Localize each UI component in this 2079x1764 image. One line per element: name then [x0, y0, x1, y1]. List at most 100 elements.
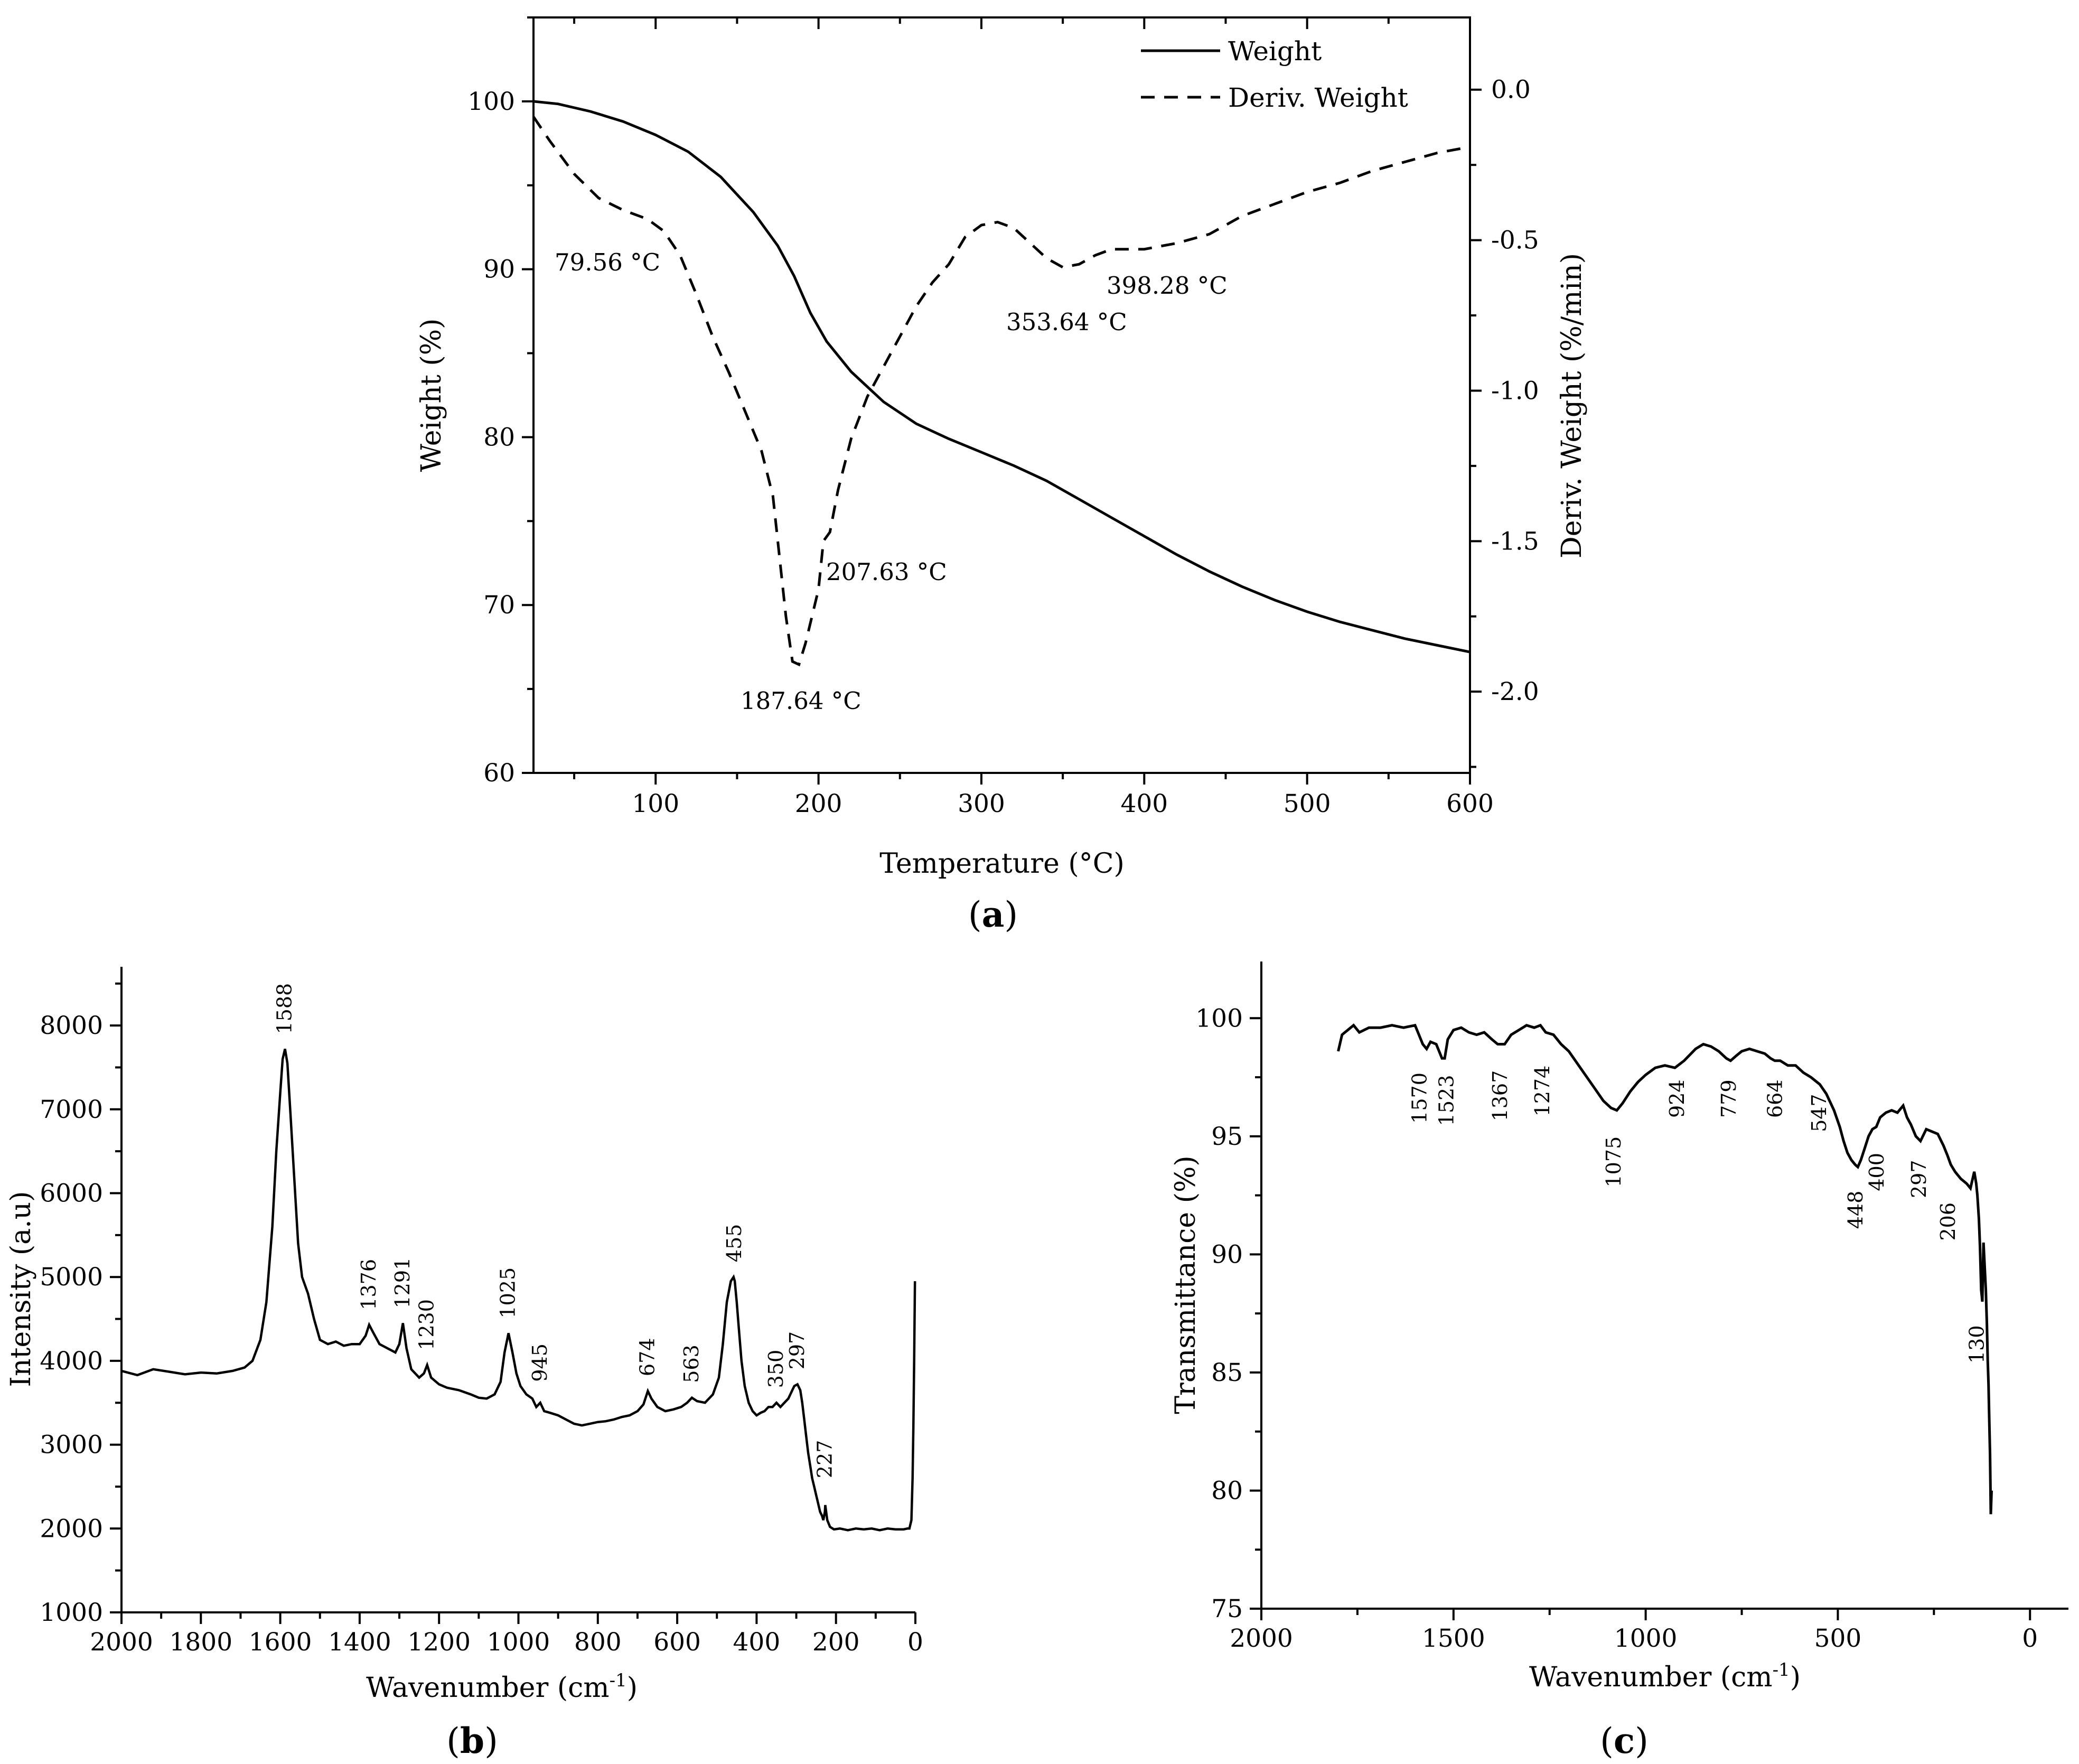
x-tick-label: 2000 [90, 1628, 153, 1657]
peak-label: 1523 [1435, 1075, 1458, 1126]
peak-label: 455 [723, 1224, 746, 1263]
panel-b-x-axis-label: Wavenumber (cm-1) [366, 1670, 638, 1704]
peak-label: 563 [680, 1345, 703, 1383]
y-tick-label: 1000 [40, 1598, 103, 1627]
peak-label: 1230 [415, 1299, 438, 1350]
panel-c-x-axis-label: Wavenumber (cm-1) [1529, 1659, 1801, 1693]
panel-b-caption: (b) [446, 1720, 498, 1761]
panel-b-x-tick-labels: 2000 1800 1600 1400 1200 1000 800 600 400 200 0 [90, 1628, 923, 1657]
peak-label: 664 [1763, 1080, 1786, 1118]
peak-label: 1075 [1602, 1136, 1625, 1188]
x-tick-label: 500 [1284, 789, 1331, 818]
panel-a-plot-frame [532, 16, 1471, 774]
panel-a-caption: (a) [968, 894, 1018, 935]
x-tick-label: 600 [653, 1628, 701, 1657]
x-tick-label: 100 [632, 789, 679, 818]
panel-a-y2-axis-label: Deriv. Weight (%/min) [1556, 253, 1588, 558]
x-tick-label: 1200 [407, 1628, 471, 1657]
peak-label: 1376 [357, 1259, 380, 1310]
legend-weight-label: Weight [1228, 36, 1322, 67]
x-tick-label: 1400 [328, 1628, 391, 1657]
x-tick-label: 2000 [1230, 1624, 1293, 1653]
y2-tick-label: 0.0 [1491, 76, 1531, 105]
y-tick-label: 75 [1211, 1594, 1243, 1623]
annotation-398-28: 398.28 °C [1107, 272, 1228, 300]
peak-label: 206 [1936, 1202, 1960, 1241]
panel-c-ticks [1250, 1017, 2031, 1620]
panel-b-y-tick-labels: 1000 2000 3000 4000 5000 6000 7000 8000 [40, 1011, 103, 1627]
peak-label: 297 [1907, 1160, 1931, 1199]
panel-b-raman-line [121, 1048, 916, 1532]
y-tick-label: 8000 [40, 1011, 103, 1040]
x-tick-label: 400 [733, 1628, 781, 1657]
y-tick-label: 4000 [40, 1347, 103, 1376]
y-tick-label: 100 [467, 87, 515, 116]
panel-c-caption: (c) [1600, 1720, 1649, 1761]
y-tick-label: 2000 [40, 1514, 103, 1543]
y-tick-label: 80 [1211, 1476, 1243, 1505]
legend-deriv-label: Deriv. Weight [1228, 82, 1408, 113]
panel-a-legend: Weight Deriv. Weight [1141, 36, 1408, 113]
peak-label: 1367 [1488, 1070, 1512, 1122]
peak-label: 1025 [497, 1267, 520, 1319]
panel-a-deriv-weight-line [532, 116, 1471, 667]
peak-label: 1570 [1408, 1072, 1431, 1124]
y-tick-label: 7000 [40, 1095, 103, 1124]
y-tick-label: 80 [483, 423, 515, 452]
peak-label: 400 [1865, 1153, 1888, 1191]
panel-b-raman-chart: 2000 1800 1600 1400 1200 1000 800 600 400 200 0 10… [5, 967, 923, 1761]
peak-label: 779 [1717, 1080, 1740, 1118]
panel-a-y2-tick-labels: -2.0 -1.5 -1.0 -0.5 0.0 [1491, 76, 1539, 706]
y-tick-label: 90 [1211, 1240, 1243, 1269]
peak-label: 1588 [273, 983, 296, 1034]
peak-label: 945 [528, 1343, 551, 1382]
y2-tick-label: -1.0 [1491, 376, 1539, 405]
panel-a-y-tick-labels: 60 70 80 90 100 [467, 87, 515, 788]
panel-b-y-axis-label: Intensity (a.u) [5, 1191, 37, 1387]
peak-label: 674 [636, 1338, 659, 1376]
annotation-79-56: 79.56 °C [555, 248, 660, 276]
peak-label: 227 [813, 1440, 836, 1479]
x-tick-label: 800 [574, 1628, 622, 1657]
y-tick-label: 60 [483, 759, 515, 788]
y-tick-label: 85 [1211, 1358, 1243, 1387]
panel-a-x-tick-labels: 100 200 300 400 500 600 [632, 789, 1493, 818]
y-tick-label: 100 [1195, 1004, 1243, 1033]
x-tick-label: 1000 [1614, 1624, 1678, 1653]
peak-label: 130 [1965, 1326, 1988, 1364]
y-tick-label: 70 [483, 591, 515, 620]
y-tick-label: 90 [483, 255, 515, 284]
peak-label: 1274 [1531, 1066, 1554, 1117]
peak-label: 350 [764, 1350, 788, 1388]
x-tick-label: 400 [1120, 789, 1168, 818]
panel-a-ticks [522, 16, 1482, 785]
panel-c-y-tick-labels: 75 80 85 90 95 100 [1195, 1004, 1243, 1623]
x-tick-label: 1500 [1422, 1624, 1485, 1653]
annotation-207-63: 207.63 °C [826, 558, 947, 586]
y-tick-label: 95 [1211, 1122, 1243, 1151]
panel-b-ticks [110, 982, 916, 1624]
y2-tick-label: -0.5 [1491, 226, 1539, 255]
peak-label: 924 [1665, 1080, 1689, 1118]
x-tick-label: 1000 [487, 1628, 550, 1657]
peak-label: 1291 [391, 1257, 414, 1309]
peak-label: 297 [785, 1331, 809, 1370]
panel-a-x-axis-label: Temperature (°C) [879, 848, 1125, 880]
y-tick-label: 5000 [40, 1263, 103, 1292]
x-tick-label: 500 [1814, 1624, 1862, 1653]
x-tick-label: 0 [907, 1628, 923, 1657]
x-tick-label: 200 [812, 1628, 860, 1657]
panel-c-x-tick-labels: 2000 1500 1000 500 0 [1230, 1624, 2038, 1653]
x-tick-label: 1600 [249, 1628, 312, 1657]
panel-c-ftir-line [1337, 1023, 1993, 1515]
annotation-187-64: 187.64 °C [741, 687, 861, 715]
x-tick-label: 200 [795, 789, 842, 818]
peak-label: 448 [1844, 1191, 1867, 1229]
y-tick-label: 6000 [40, 1179, 103, 1208]
x-tick-label: 600 [1446, 789, 1494, 818]
x-tick-label: 300 [958, 789, 1005, 818]
